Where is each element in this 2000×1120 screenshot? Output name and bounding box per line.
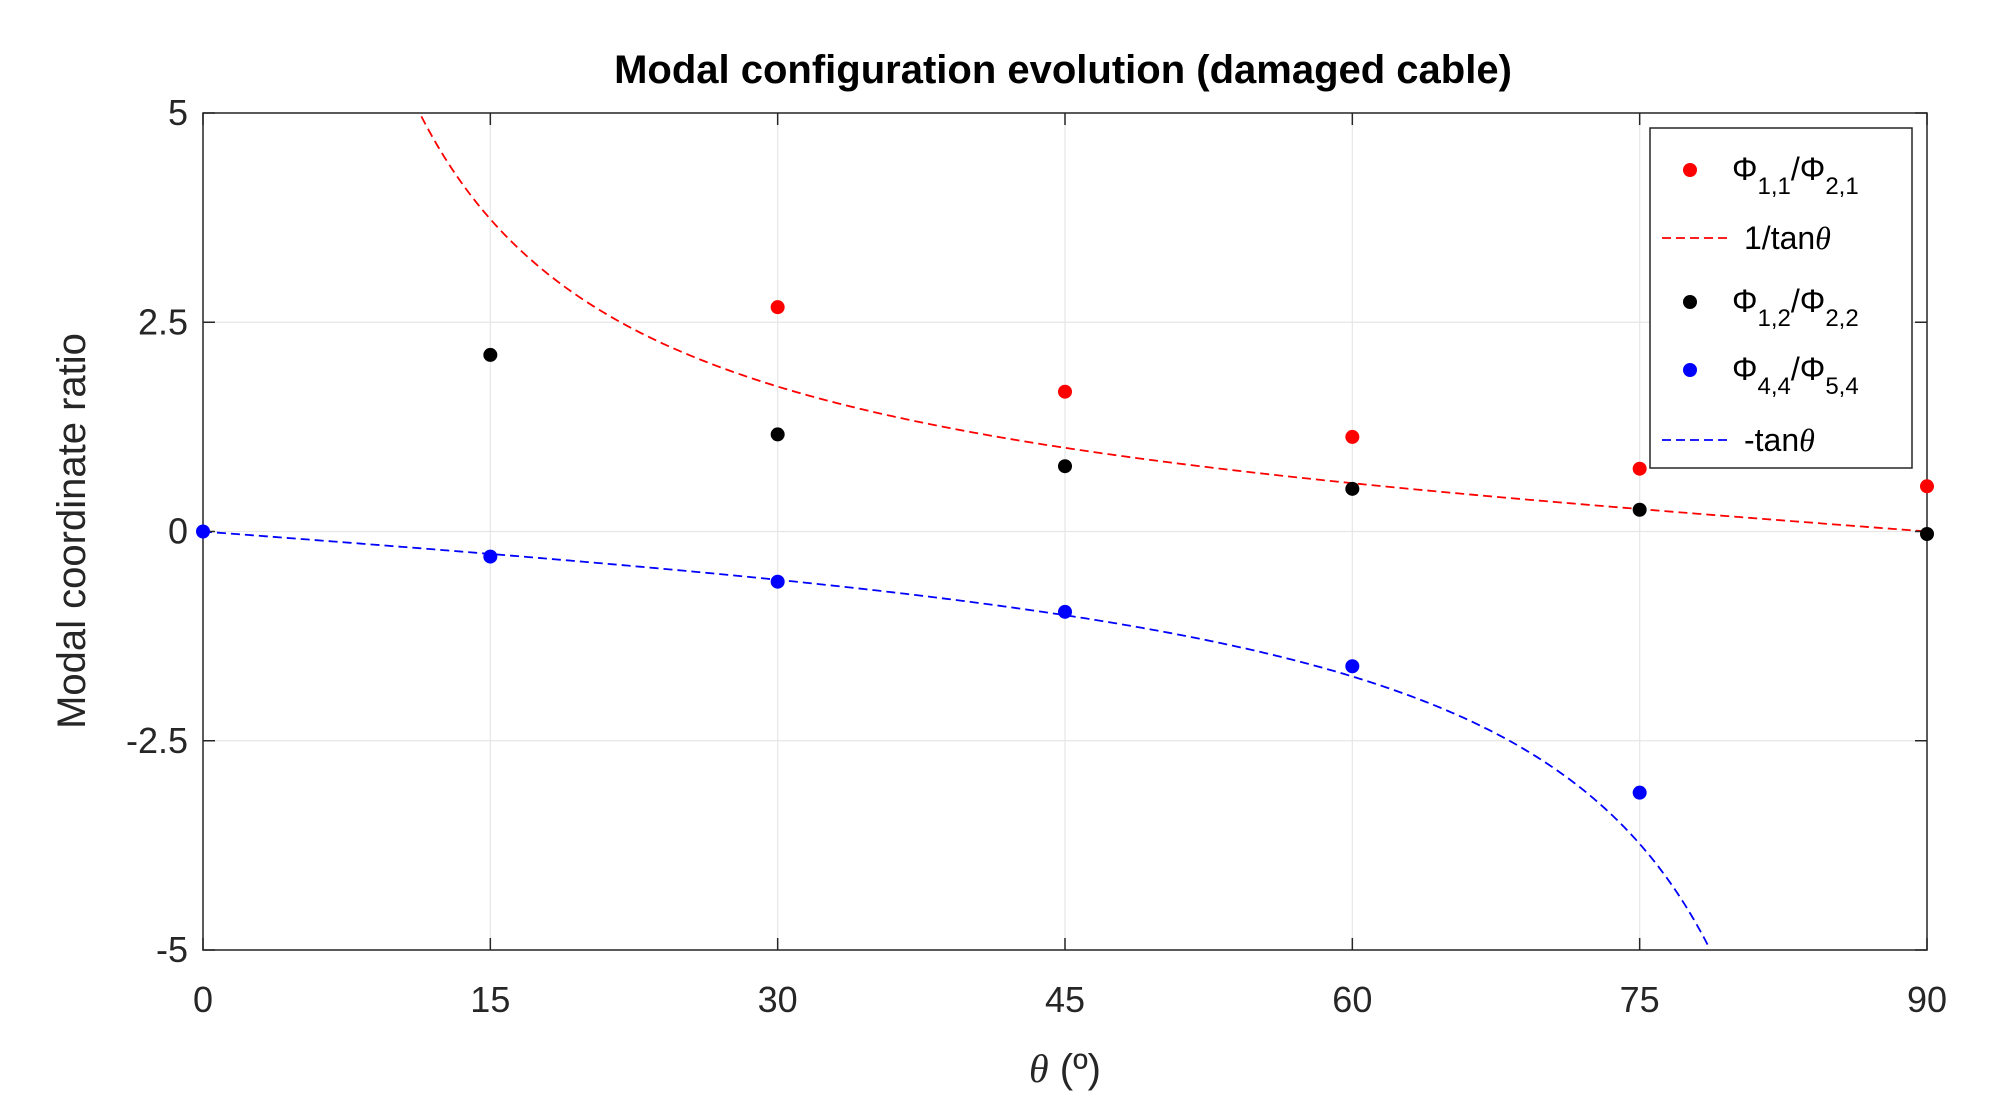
- legend-marker: [1683, 163, 1697, 177]
- y-tick-label: -5: [156, 929, 188, 970]
- data-point-series-3: [1632, 785, 1647, 800]
- y-tick-label: 2.5: [138, 301, 188, 342]
- curve-series-4: [202, 530, 1710, 948]
- x-tick-label: 0: [193, 979, 213, 1020]
- data-point-series-2: [1920, 527, 1934, 542]
- data-point-series-3: [770, 574, 785, 589]
- x-tick-label: 30: [758, 979, 798, 1020]
- data-point-series-2: [1058, 459, 1072, 474]
- data-point-series-0: [1920, 479, 1934, 494]
- legend-label: 1/tanθ: [1744, 220, 1831, 256]
- y-tick-label: 5: [168, 92, 188, 133]
- x-tick-label: 15: [470, 979, 510, 1020]
- y-tick-label: -2.5: [126, 720, 188, 761]
- x-tick-label: 90: [1907, 979, 1947, 1020]
- data-point-series-3: [1345, 659, 1360, 674]
- legend-label: Φ1,1/Φ2,1: [1732, 151, 1859, 200]
- data-point-series-3: [483, 549, 498, 564]
- x-tick-label: 75: [1620, 979, 1660, 1020]
- data-point-series-2: [483, 347, 498, 362]
- data-point-series-0: [1058, 384, 1072, 399]
- data-point-series-0: [1345, 429, 1360, 444]
- x-axis-label: θ (º): [1029, 1046, 1101, 1091]
- data-point-series-2: [1345, 481, 1360, 496]
- curve-series-1: [420, 115, 1928, 533]
- chart-title: Modal configuration evolution (damaged c…: [614, 48, 1512, 92]
- data-points: [196, 300, 1934, 800]
- y-tick-label: 0: [168, 511, 188, 552]
- ticks: 0 15 30 45 60 75 90 5 2.5 0 -2.5 -5: [126, 92, 1947, 1020]
- data-point-series-2: [770, 427, 785, 442]
- x-tick-label: 45: [1045, 979, 1085, 1020]
- legend-marker: [1683, 295, 1697, 309]
- data-point-series-3: [1058, 604, 1072, 619]
- data-point-series-0: [1632, 461, 1647, 476]
- data-point-series-3: [196, 524, 210, 539]
- curves: [202, 115, 1928, 948]
- x-tick-label: 60: [1332, 979, 1372, 1020]
- legend: Φ1,1/Φ2,1 1/tanθ Φ1,2/Φ2,2 Φ4,4/Φ5,4 -tanθ: [1649, 127, 1913, 469]
- legend-label: -tanθ: [1744, 422, 1815, 458]
- legend-marker: [1683, 363, 1697, 377]
- data-point-series-0: [770, 300, 785, 315]
- legend-label: Φ1,2/Φ2,2: [1732, 283, 1859, 332]
- data-point-series-2: [1632, 502, 1647, 517]
- y-axis-label: Modal coordinate ratio: [50, 333, 94, 729]
- legend-label: Φ4,4/Φ5,4: [1732, 351, 1859, 400]
